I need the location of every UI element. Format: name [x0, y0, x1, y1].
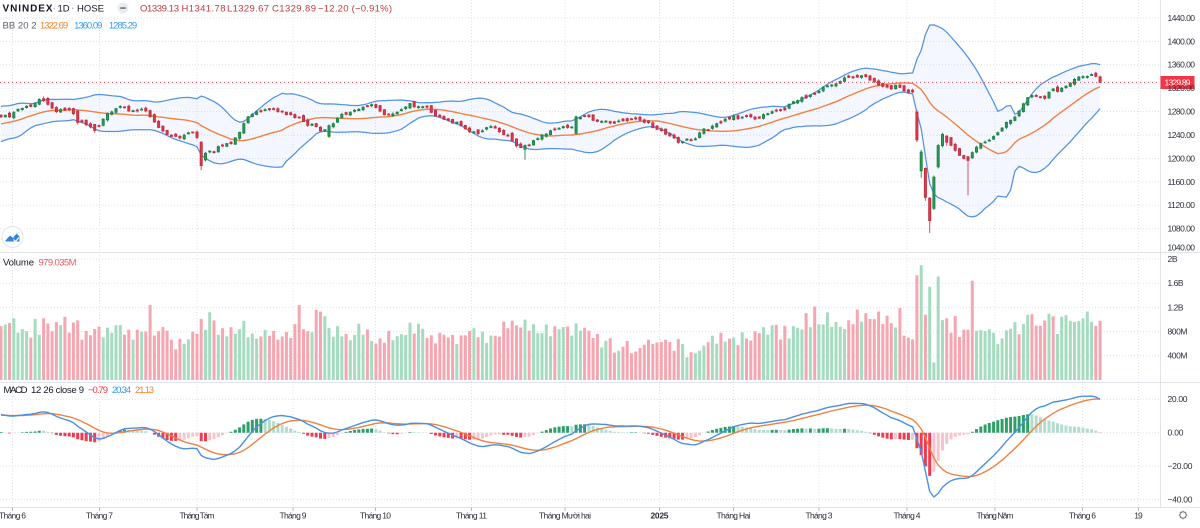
svg-text:400M: 400M — [1168, 351, 1188, 361]
svg-text:Tháng Tám: Tháng Tám — [180, 511, 215, 521]
svg-text:VNINDEX: VNINDEX — [3, 4, 53, 15]
svg-text:Tháng 9: Tháng 9 — [280, 511, 307, 521]
svg-text:1200.00: 1200.00 — [1168, 153, 1196, 163]
svg-text:Tháng 10: Tháng 10 — [360, 511, 391, 521]
svg-text:−40.00: −40.00 — [1168, 494, 1193, 504]
svg-text:1240.00: 1240.00 — [1168, 130, 1196, 140]
svg-text:1285.29: 1285.29 — [109, 20, 137, 31]
svg-text:Tháng 6: Tháng 6 — [0, 511, 26, 521]
svg-text:20.00: 20.00 — [1168, 394, 1188, 404]
svg-text:20.34: 20.34 — [112, 385, 131, 396]
svg-text:O1339.13: O1339.13 — [140, 4, 179, 15]
svg-text:MACD: MACD — [4, 385, 28, 396]
svg-text:1040.00: 1040.00 — [1168, 242, 1196, 252]
svg-text:21.13: 21.13 — [135, 385, 154, 396]
svg-text:1320.00: 1320.00 — [1168, 83, 1196, 93]
svg-text:Tháng 4: Tháng 4 — [894, 511, 921, 521]
svg-text:C1329.89: C1329.89 — [272, 4, 316, 15]
svg-text:1D: 1D — [58, 4, 70, 15]
svg-text:1.6B: 1.6B — [1168, 278, 1184, 288]
svg-text:1400.00: 1400.00 — [1168, 36, 1196, 46]
svg-text:Volume: Volume — [3, 257, 34, 268]
svg-text:1.2B: 1.2B — [1168, 302, 1184, 312]
svg-text:2025: 2025 — [651, 511, 669, 521]
svg-text:Tháng 7: Tháng 7 — [86, 511, 113, 521]
svg-text:Tháng 3: Tháng 3 — [806, 511, 833, 521]
svg-text:1329.89: 1329.89 — [1165, 78, 1191, 88]
svg-text:979.035M: 979.035M — [39, 257, 77, 268]
svg-text:1360.00: 1360.00 — [1168, 60, 1196, 70]
svg-text:L1329.67: L1329.67 — [227, 4, 269, 15]
svg-text:1360.09: 1360.09 — [74, 20, 102, 31]
svg-text:Tháng Năm: Tháng Năm — [977, 511, 1014, 521]
svg-text:−20.00: −20.00 — [1168, 461, 1193, 471]
svg-text:1322.69: 1322.69 — [40, 20, 68, 31]
svg-text:12 26 close 9: 12 26 close 9 — [31, 385, 84, 396]
svg-text:800M: 800M — [1168, 327, 1188, 337]
svg-text:−0.79: −0.79 — [88, 385, 108, 396]
svg-text:H1341.78: H1341.78 — [182, 4, 226, 15]
svg-text:Tháng Mười hai: Tháng Mười hai — [539, 511, 591, 521]
svg-text:2B: 2B — [1168, 254, 1178, 264]
svg-text:1120.00: 1120.00 — [1168, 200, 1196, 210]
svg-text:BB 20 2: BB 20 2 — [3, 20, 37, 31]
svg-text:1440.00: 1440.00 — [1168, 13, 1196, 23]
svg-text:19: 19 — [1134, 511, 1143, 521]
svg-text:Tháng 11: Tháng 11 — [456, 511, 487, 521]
svg-text:HOSE: HOSE — [77, 4, 104, 15]
svg-text:1280.00: 1280.00 — [1168, 107, 1196, 117]
svg-text:0.00: 0.00 — [1168, 428, 1184, 438]
svg-text:Tháng 6: Tháng 6 — [1069, 511, 1096, 521]
svg-text:Tháng Hai: Tháng Hai — [717, 511, 751, 521]
svg-text:1080.00: 1080.00 — [1168, 224, 1196, 234]
svg-text:1160.00: 1160.00 — [1168, 177, 1196, 187]
svg-text:−12.20 (−0.91%): −12.20 (−0.91%) — [318, 4, 392, 15]
